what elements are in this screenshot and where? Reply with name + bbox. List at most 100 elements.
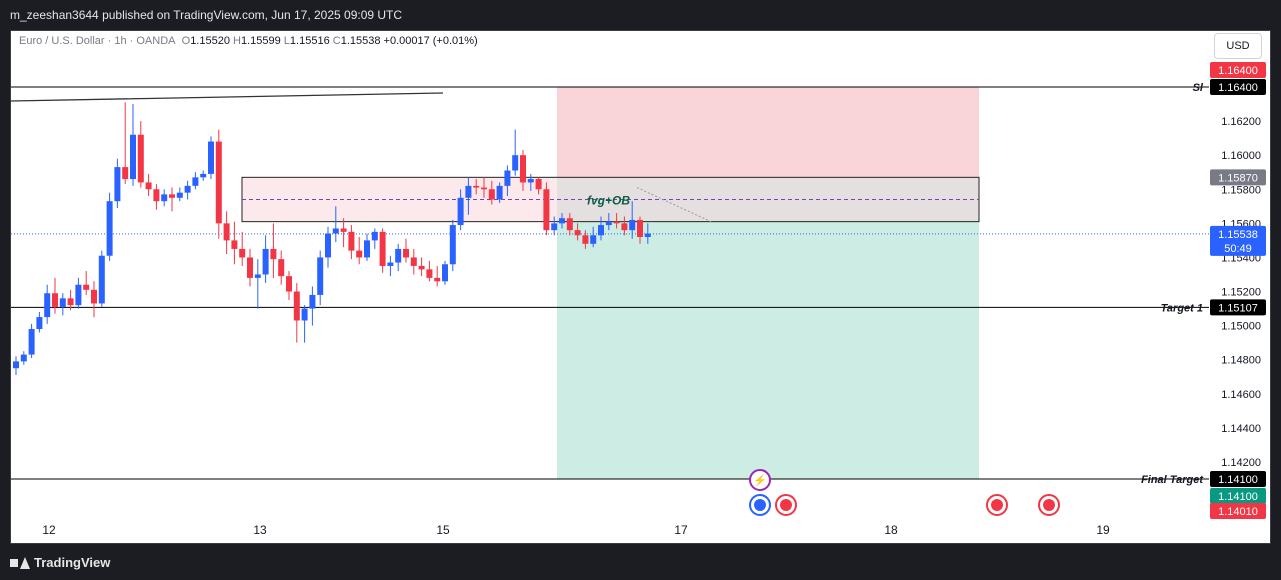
candle-body — [36, 317, 43, 330]
y-tick-label: 1.14200 — [1221, 457, 1261, 469]
candle-body — [67, 298, 74, 306]
candle-body — [410, 257, 417, 266]
candle — [200, 170, 207, 181]
candle — [184, 180, 191, 200]
candle-body — [481, 187, 487, 190]
candle-body — [340, 228, 347, 232]
target-alt-price-tag-text: 1.14010 — [1218, 506, 1258, 518]
symbol-label[interactable]: Euro / U.S. Dollar · 1h · OANDA — [19, 35, 176, 47]
candle — [215, 129, 222, 239]
candle-body — [169, 194, 175, 198]
candle — [208, 136, 214, 180]
candle — [247, 248, 253, 287]
y-tick-label: 1.14800 — [1221, 355, 1261, 367]
target-price-tag-text: 1.14100 — [1218, 491, 1258, 503]
candle — [543, 182, 550, 236]
candle-body — [371, 231, 378, 241]
candle-body — [122, 167, 129, 180]
candle-body — [644, 233, 651, 237]
candle — [473, 179, 480, 195]
candle-body — [91, 289, 97, 304]
candle-body — [28, 329, 35, 355]
candle-body — [574, 230, 581, 236]
candle-body — [426, 269, 433, 278]
open-label: O — [181, 35, 191, 47]
ohlc-legend: Euro / U.S. Dollar · 1h · OANDA O1.15520… — [19, 35, 478, 47]
candle-body — [192, 177, 199, 186]
chart-area[interactable]: fvg+OB Sl Target 1 Final Target ⚡ 1.16200 1.1… — [10, 30, 1271, 544]
low-label: L — [283, 35, 290, 47]
entry-price-tag-text: 1.15870 — [1218, 172, 1258, 184]
candle — [566, 213, 573, 236]
candle — [527, 173, 534, 191]
candle — [75, 277, 82, 309]
candle-body — [582, 235, 589, 244]
candle-body — [520, 155, 526, 183]
candle-body — [13, 361, 19, 369]
target1-price-tag — [1210, 299, 1266, 316]
candle — [457, 189, 464, 231]
stop-price-tag — [1210, 62, 1266, 78]
candle — [122, 102, 129, 185]
candle — [418, 257, 425, 277]
candle-body — [317, 257, 324, 295]
candle — [426, 260, 433, 282]
candle — [176, 187, 183, 202]
candle-body — [153, 189, 160, 202]
candle-body — [613, 221, 620, 224]
candle — [621, 216, 628, 236]
candle — [83, 271, 90, 295]
candle — [145, 173, 152, 197]
current-price-tag-text: 1.15538 — [1218, 229, 1258, 241]
candle — [387, 255, 394, 277]
candle-body — [395, 248, 402, 263]
target-alt-price-tag — [1210, 503, 1266, 519]
candle — [348, 225, 355, 260]
candle — [192, 172, 199, 190]
candle-body — [20, 354, 27, 362]
candle-body — [176, 192, 183, 198]
candle-body — [473, 185, 480, 188]
candle — [223, 211, 230, 255]
tradingview-logo[interactable]: TradingView — [10, 555, 110, 570]
candle — [137, 121, 144, 188]
candle-body — [44, 293, 51, 318]
candle — [309, 286, 316, 326]
candle — [262, 235, 269, 283]
candle-body — [293, 291, 300, 321]
candle-body — [83, 284, 90, 290]
candle-body — [200, 173, 207, 178]
candle-body — [590, 235, 597, 244]
candle — [488, 180, 495, 205]
candle — [496, 182, 503, 203]
candle-body — [527, 179, 534, 183]
candle-body — [262, 248, 269, 275]
projection-line — [636, 187, 712, 223]
candle-body — [457, 197, 464, 226]
target1-price-tag-text: 1.15107 — [1218, 302, 1258, 314]
candle-body — [598, 225, 604, 236]
high-label: H — [233, 35, 241, 47]
x-tick-label: 13 — [253, 523, 267, 537]
candle-body — [137, 134, 144, 183]
footer: TradingView — [0, 544, 1281, 580]
candle-body — [566, 218, 573, 231]
candle-body — [184, 185, 191, 193]
candle-body — [512, 155, 519, 171]
price-chart[interactable]: fvg+OB Sl Target 1 Final Target ⚡ 1.16200 1.1… — [11, 31, 1270, 543]
final-target-price-tag — [1210, 471, 1266, 487]
candle-body — [254, 274, 261, 278]
candle — [379, 228, 386, 273]
candle-body — [629, 219, 636, 231]
candle-body — [239, 248, 246, 258]
candle — [317, 250, 324, 306]
currency-button[interactable]: USD — [1214, 33, 1262, 59]
candle-body — [637, 219, 643, 237]
y-tick-label: 1.16000 — [1221, 150, 1261, 162]
profit-target-zone — [557, 177, 979, 479]
candle — [559, 213, 565, 229]
candle — [629, 201, 636, 239]
candle-body — [403, 248, 409, 258]
candle — [613, 213, 620, 229]
level-name-2: Final Target — [1141, 474, 1204, 486]
